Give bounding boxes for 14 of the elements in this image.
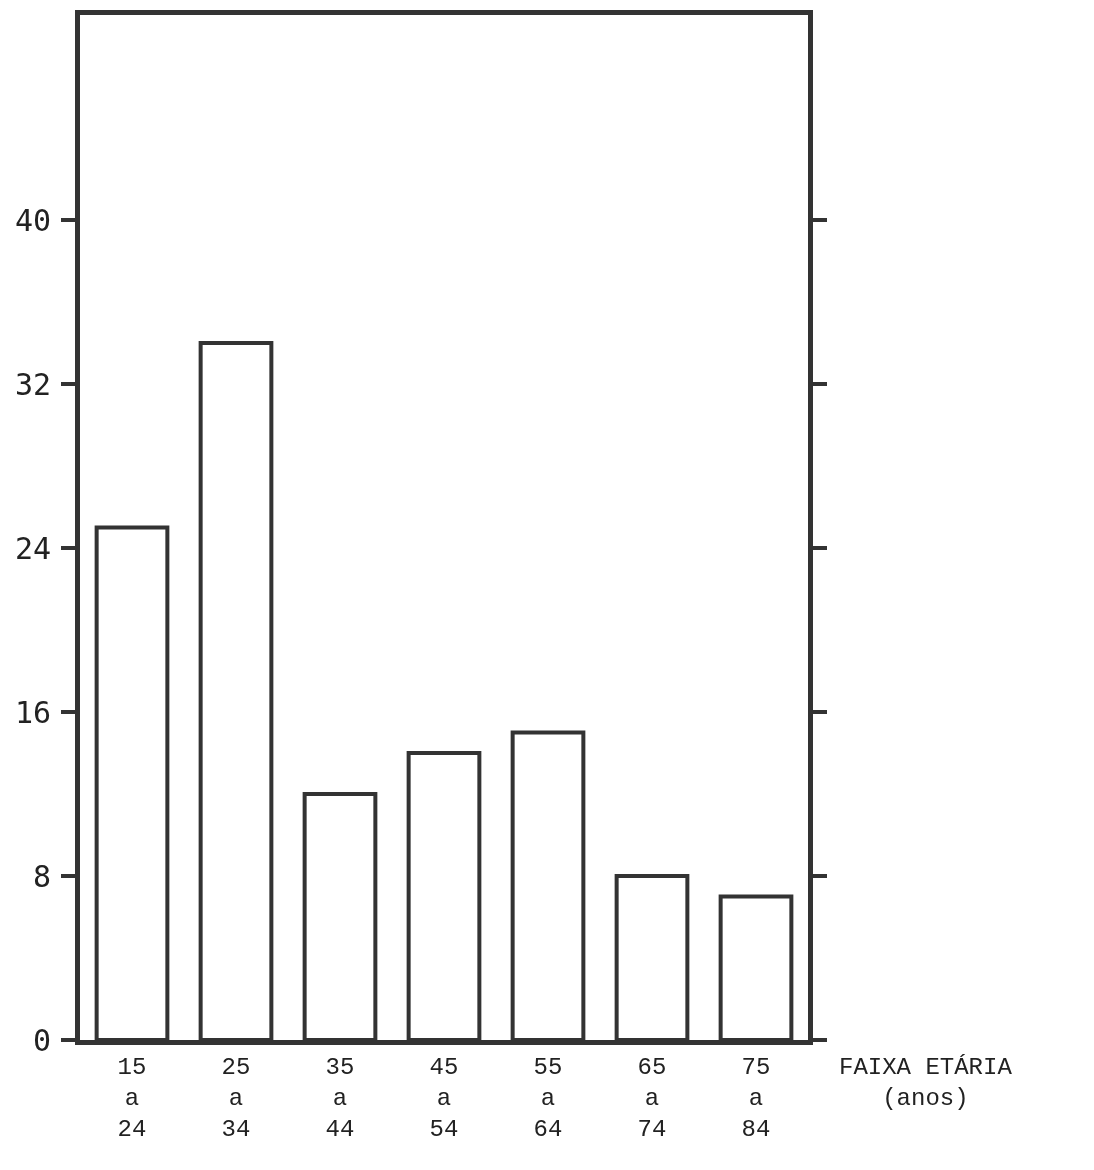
x-tick-label: 75 a 84 bbox=[741, 1053, 771, 1144]
x-tick-label: 15 a 24 bbox=[117, 1053, 147, 1144]
y-tick-label: 40 bbox=[14, 202, 51, 238]
x-tick-label: 45 a 54 bbox=[429, 1053, 459, 1144]
x-axis-title: FAIXA ETÁRIA (anos) bbox=[839, 1054, 1013, 1113]
x-tick-label: 55 a 64 bbox=[533, 1053, 563, 1144]
y-tick-label: 32 bbox=[14, 366, 51, 402]
x-tick-label: 25 a 34 bbox=[221, 1053, 251, 1144]
y-tick-label: 0 bbox=[32, 1022, 51, 1058]
y-tick-label: 8 bbox=[32, 858, 51, 894]
x-tick-label: 35 a 44 bbox=[325, 1053, 355, 1144]
y-tick-label: 24 bbox=[14, 530, 51, 566]
y-tick-label: 16 bbox=[14, 694, 51, 730]
x-tick-label: 65 a 74 bbox=[637, 1053, 667, 1144]
